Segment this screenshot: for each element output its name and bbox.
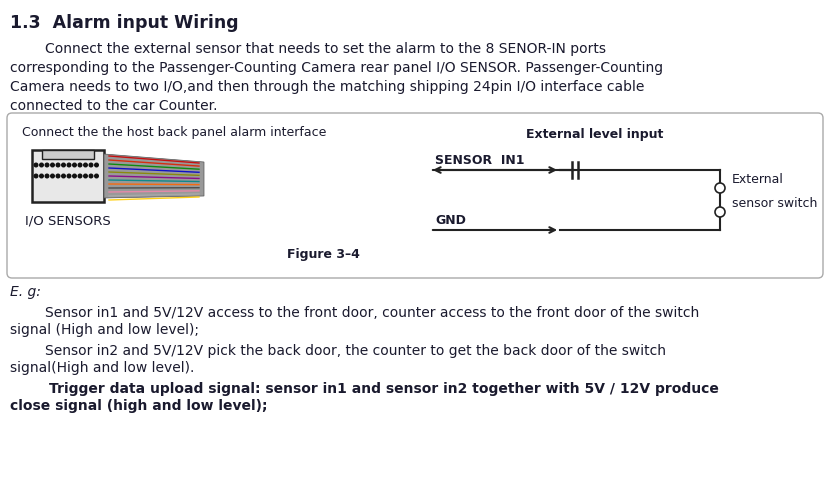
Text: sensor switch: sensor switch [732, 197, 817, 210]
Text: Figure 3–4: Figure 3–4 [287, 248, 360, 261]
Circle shape [95, 174, 98, 178]
Text: GND: GND [435, 214, 466, 227]
Circle shape [40, 163, 43, 167]
Text: SENSOR  IN1: SENSOR IN1 [435, 154, 525, 167]
Circle shape [715, 207, 725, 217]
Text: Connect the external sensor that needs to set the alarm to the 8 SENOR-IN ports: Connect the external sensor that needs t… [10, 42, 606, 56]
Text: close signal (high and low level);: close signal (high and low level); [10, 399, 267, 413]
Circle shape [45, 174, 49, 178]
Circle shape [56, 174, 60, 178]
Circle shape [715, 183, 725, 193]
Circle shape [51, 174, 54, 178]
Text: Camera needs to two I/O,and then through the matching shipping 24pin I/O interfa: Camera needs to two I/O,and then through… [10, 80, 645, 94]
Circle shape [62, 163, 65, 167]
Circle shape [83, 163, 87, 167]
Circle shape [34, 174, 37, 178]
Text: corresponding to the Passenger-Counting Camera rear panel I/O SENSOR. Passenger-: corresponding to the Passenger-Counting … [10, 61, 663, 75]
Text: 1.3  Alarm input Wiring: 1.3 Alarm input Wiring [10, 14, 238, 32]
Text: Sensor in1 and 5V/12V access to the front door, counter access to the front door: Sensor in1 and 5V/12V access to the fron… [10, 306, 699, 320]
Text: signal (High and low level);: signal (High and low level); [10, 323, 199, 337]
Circle shape [34, 163, 37, 167]
Polygon shape [104, 154, 204, 198]
Circle shape [51, 163, 54, 167]
Circle shape [78, 174, 82, 178]
Bar [42, 150, 94, 159]
Bar [32, 150, 104, 202]
Text: E. g:: E. g: [10, 285, 41, 299]
Circle shape [89, 174, 92, 178]
Circle shape [62, 174, 65, 178]
Circle shape [45, 163, 49, 167]
Circle shape [89, 163, 92, 167]
Circle shape [83, 174, 87, 178]
Circle shape [72, 163, 77, 167]
Text: External: External [732, 173, 784, 186]
Circle shape [56, 163, 60, 167]
Circle shape [72, 174, 77, 178]
Circle shape [67, 163, 71, 167]
Text: connected to the car Counter.: connected to the car Counter. [10, 99, 217, 113]
Circle shape [78, 163, 82, 167]
Circle shape [40, 174, 43, 178]
Circle shape [95, 163, 98, 167]
Circle shape [67, 174, 71, 178]
Text: Connect the the host back panel alarm interface: Connect the the host back panel alarm in… [22, 126, 327, 139]
Text: I/O SENSORS: I/O SENSORS [25, 214, 111, 227]
Text: External level input: External level input [526, 128, 664, 141]
Text: Sensor in2 and 5V/12V pick the back door, the counter to get the back door of th: Sensor in2 and 5V/12V pick the back door… [10, 344, 666, 358]
Text: signal(High and low level).: signal(High and low level). [10, 361, 194, 375]
Text: Trigger data upload signal: sensor in1 and sensor in2 together with 5V / 12V pro: Trigger data upload signal: sensor in1 a… [10, 382, 719, 396]
FancyBboxPatch shape [7, 113, 823, 278]
